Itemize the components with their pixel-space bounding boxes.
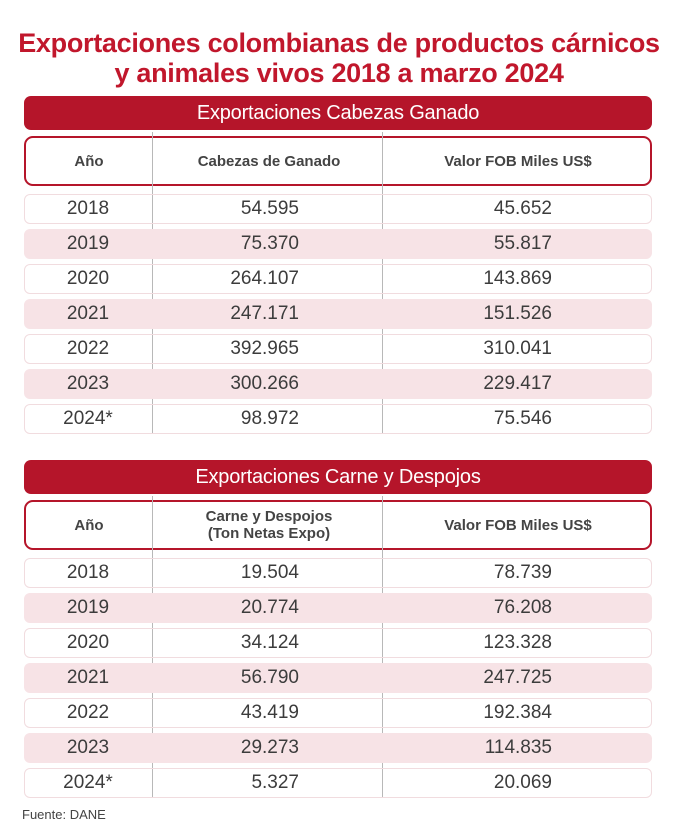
header-carne-line-1: Carne y Despojos <box>205 508 333 525</box>
cell-col-b: 45.652 <box>493 198 552 219</box>
cell-col-a: 247.171 <box>230 303 299 324</box>
cell-year: 2023 <box>66 737 110 758</box>
cell-year: 2018 <box>66 198 110 219</box>
cell-col-b: 76.208 <box>493 597 552 618</box>
table-header: Año Cabezas de Ganado Valor FOB Miles US… <box>24 136 652 186</box>
title-line-1: Exportaciones colombianas de productos c… <box>18 28 660 58</box>
table-row: 2019 75.370 55.817 <box>24 229 652 259</box>
table-row: 2024* 5.327 20.069 <box>24 768 652 798</box>
cell-col-a: 300.266 <box>230 373 299 394</box>
table-banner: Exportaciones Carne y Despojos <box>24 460 652 494</box>
header-valor-fob: Valor FOB Miles US$ <box>444 152 592 170</box>
table-row: 2022 392.965 310.041 <box>24 334 652 364</box>
cell-year: 2021 <box>66 667 110 688</box>
cell-col-b: 78.739 <box>493 562 552 583</box>
cell-col-a: 56.790 <box>240 667 299 688</box>
table-row: 2021 247.171 151.526 <box>24 299 652 329</box>
column-divider <box>382 132 383 434</box>
cell-col-b: 143.869 <box>483 268 552 289</box>
cell-year: 2023 <box>66 373 110 394</box>
source-footer: Fuente: DANE <box>22 807 106 822</box>
table-row: 2018 54.595 45.652 <box>24 194 652 224</box>
header-valor-fob: Valor FOB Miles US$ <box>444 516 592 534</box>
header-carne-despojos: Carne y Despojos (Ton Netas Expo) <box>154 502 384 548</box>
cell-year: 2022 <box>66 338 110 359</box>
cell-year: 2024* <box>63 408 113 429</box>
cell-year: 2021 <box>66 303 110 324</box>
cell-col-a: 5.327 <box>251 772 299 793</box>
table-row: 2020 34.124 123.328 <box>24 628 652 658</box>
cell-year: 2018 <box>66 562 110 583</box>
cell-year: 2019 <box>66 233 110 254</box>
table-carne-despojos: Exportaciones Carne y Despojos Año Carne… <box>24 460 652 803</box>
cell-col-a: 54.595 <box>240 198 299 219</box>
cell-col-a: 392.965 <box>230 338 299 359</box>
cell-col-a: 29.273 <box>240 737 299 758</box>
cell-col-a: 19.504 <box>240 562 299 583</box>
table-row: 2020 264.107 143.869 <box>24 264 652 294</box>
cell-col-b: 55.817 <box>493 233 552 254</box>
cell-col-a: 264.107 <box>230 268 299 289</box>
table-row: 2019 20.774 76.208 <box>24 593 652 623</box>
cell-year: 2020 <box>66 268 110 289</box>
table-row: 2023 29.273 114.835 <box>24 733 652 763</box>
cell-year: 2024* <box>63 772 113 793</box>
cell-col-a: 98.972 <box>240 408 299 429</box>
cell-col-b: 310.041 <box>483 338 552 359</box>
cell-col-a: 43.419 <box>240 702 299 723</box>
cell-col-a: 75.370 <box>240 233 299 254</box>
cell-col-b: 247.725 <box>483 667 552 688</box>
column-divider <box>152 496 153 798</box>
page-title: Exportaciones colombianas de productos c… <box>0 28 678 88</box>
table-header: Año Carne y Despojos (Ton Netas Expo) Va… <box>24 500 652 550</box>
cell-col-b: 114.835 <box>484 737 552 758</box>
table-body: 2018 19.504 78.739 2019 20.774 76.208 2020 34.1… <box>24 496 652 798</box>
table-cabezas-ganado: Exportaciones Cabezas Ganado Año Cabezas… <box>24 96 652 439</box>
table-row: 2022 43.419 192.384 <box>24 698 652 728</box>
cell-col-b: 192.384 <box>483 702 552 723</box>
cell-year: 2022 <box>66 702 110 723</box>
header-cabezas: Cabezas de Ganado <box>197 152 341 170</box>
column-divider <box>152 132 153 434</box>
cell-col-b: 123.328 <box>483 632 552 653</box>
title-line-2: y animales vivos 2018 a marzo 2024 <box>114 58 564 88</box>
cell-col-a: 34.124 <box>240 632 299 653</box>
table-row: 2024* 98.972 75.546 <box>24 404 652 434</box>
cell-col-b: 20.069 <box>493 772 552 793</box>
column-divider <box>382 496 383 798</box>
cell-year: 2020 <box>66 632 110 653</box>
cell-year: 2019 <box>66 597 110 618</box>
header-year: Año <box>74 516 104 534</box>
cell-col-a: 20.774 <box>240 597 299 618</box>
cell-col-b: 151.526 <box>483 303 552 324</box>
header-carne-line-2: (Ton Netas Expo) <box>207 525 331 542</box>
header-year: Año <box>74 152 104 170</box>
cell-col-b: 229.417 <box>483 373 552 394</box>
table-banner: Exportaciones Cabezas Ganado <box>24 96 652 130</box>
table-body: 2018 54.595 45.652 2019 75.370 55.817 2020 264.… <box>24 132 652 434</box>
table-row: 2023 300.266 229.417 <box>24 369 652 399</box>
table-row: 2018 19.504 78.739 <box>24 558 652 588</box>
cell-col-b: 75.546 <box>493 408 552 429</box>
table-row: 2021 56.790 247.725 <box>24 663 652 693</box>
